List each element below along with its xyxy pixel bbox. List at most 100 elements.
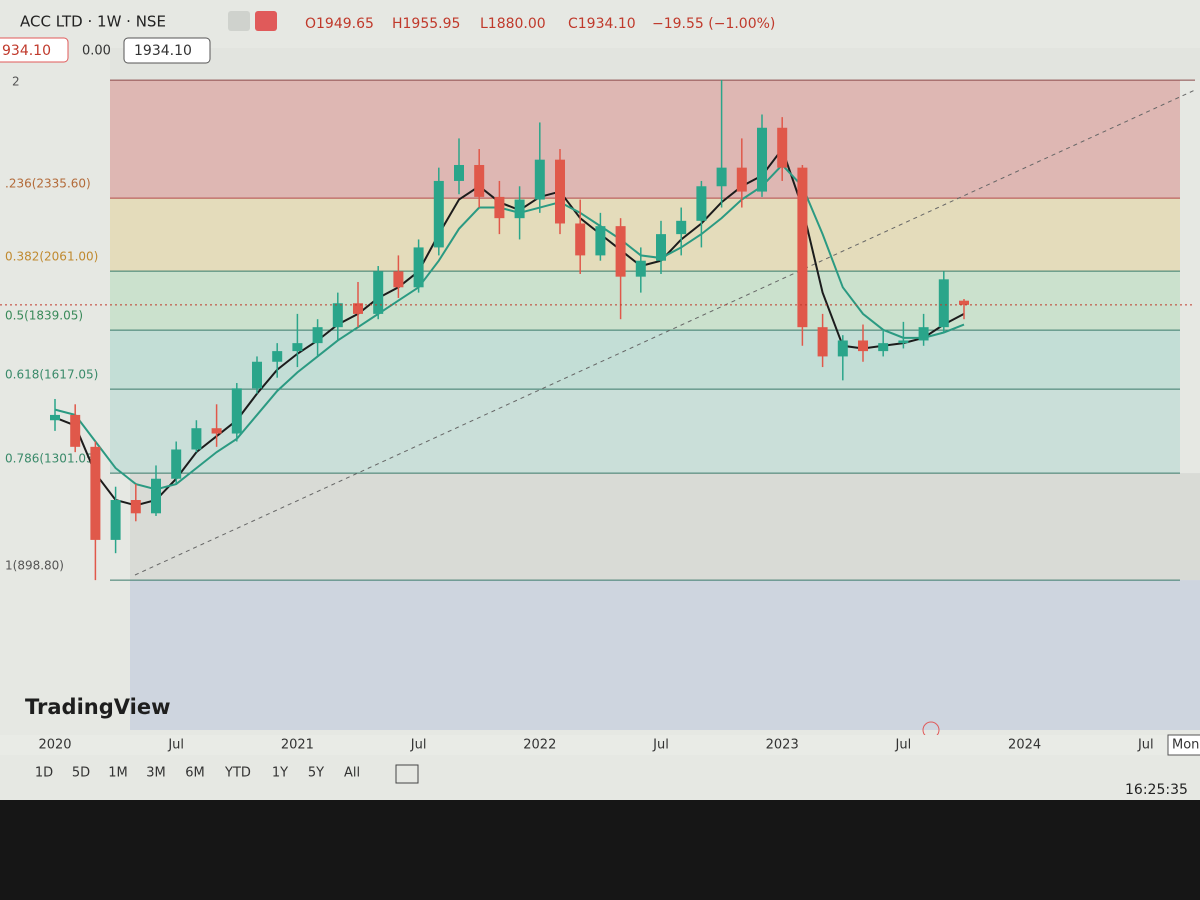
range-button[interactable]: 1D (35, 766, 53, 781)
candle-body (474, 164, 485, 197)
candle-body (757, 127, 767, 192)
trend-line (134, 89, 1196, 576)
candle-body (353, 303, 363, 314)
candle-body (878, 343, 889, 352)
time-label: Jul (652, 738, 669, 753)
candle-body (716, 167, 727, 187)
eye-button[interactable] (228, 11, 250, 31)
candle-body (433, 180, 444, 248)
time-axis (0, 735, 1200, 755)
candle-body (595, 226, 606, 256)
fib-label: .236(2335.60) (5, 177, 91, 191)
candle-body (454, 164, 464, 181)
candle-body (312, 327, 323, 344)
price-box-text: 934.10 (2, 43, 51, 59)
candle-body (858, 340, 868, 352)
range-button[interactable]: 1Y (272, 766, 288, 781)
fib-label: 0.618(1617.05) (5, 368, 98, 382)
range-button[interactable]: 5Y (308, 766, 324, 781)
ui-layer: 2020 Jul 2021 Jul 2022 Jul 2023 Jul 2024 Jul Mon 1D… (0, 734, 1200, 781)
candle-body (413, 247, 424, 288)
candle-body (736, 167, 747, 192)
moving-average (54, 146, 965, 507)
candle-body (110, 500, 121, 540)
candle-body (70, 414, 81, 447)
candle-body (797, 167, 808, 328)
time-label: 2024 (1008, 738, 1041, 753)
candle-body (938, 279, 949, 328)
candle-body (635, 260, 646, 277)
candle-body (332, 303, 343, 328)
candle-body (151, 478, 161, 514)
time-label: 2022 (523, 738, 556, 753)
fib-zone (110, 80, 1180, 199)
zone-top (110, 48, 1200, 81)
fib-zone (110, 330, 1180, 390)
zero-box-text: 0.00 (82, 44, 111, 59)
candle-body (514, 199, 525, 219)
candle-body (191, 428, 202, 450)
time-label: Jul (895, 738, 912, 753)
time-label: 2020 (38, 738, 71, 753)
fib-label: 0.5(1839.05) (5, 309, 83, 323)
candle-body (90, 446, 101, 540)
low-value: L1880.00 (480, 16, 546, 32)
candle-body (676, 220, 687, 235)
candle-body (130, 500, 141, 514)
symbol-title[interactable]: ACC LTD · 1W · NSE (20, 13, 166, 31)
candle-body (696, 186, 707, 221)
date-range-button[interactable] (395, 764, 419, 784)
candle-body (615, 226, 626, 277)
moving-average (54, 163, 965, 491)
range-button[interactable]: 6M (185, 766, 205, 781)
plot-area: .236(2335.60) 0.382(2061.00) 0.5(1839.05) 0… (0, 48, 1200, 730)
candle-body (50, 414, 60, 421)
candle-body (494, 196, 505, 219)
time-label: Jul (167, 738, 184, 753)
candle-body (656, 234, 666, 261)
fib-zone (110, 198, 1180, 272)
price-box (0, 37, 69, 63)
last-box-text: 1934.10 (134, 43, 192, 59)
open-value: O1949.65 (305, 16, 374, 32)
range-button[interactable]: All (344, 766, 360, 781)
candle-body (918, 327, 929, 341)
fib-zone (130, 580, 1200, 730)
candle-body (898, 340, 909, 344)
candle-body (817, 327, 828, 357)
change-value: −19.55 (−1.00%) (652, 16, 775, 32)
candle-body (211, 428, 222, 434)
last-box (123, 37, 211, 64)
monitor-bezel (0, 800, 1200, 900)
range-button[interactable]: YTD (224, 766, 251, 781)
alert-button[interactable] (255, 11, 277, 31)
candle-body (231, 388, 242, 434)
range-button[interactable]: 5D (72, 766, 90, 781)
range-button[interactable]: 1M (108, 766, 128, 781)
fib-label: 1(898.80) (5, 559, 64, 573)
candle-body (171, 449, 182, 479)
high-value: H1955.95 (392, 16, 460, 32)
time-cursor: Mon (1172, 738, 1199, 753)
time-label: Jul (1137, 738, 1154, 753)
time-label: Jul (410, 738, 427, 753)
candle-body (534, 159, 545, 200)
candle-body (292, 343, 303, 352)
candle-body (575, 223, 586, 256)
time-cursor-box (1167, 734, 1200, 756)
fib-label: 0.382(2061.00) (5, 250, 98, 264)
candle-body (837, 340, 848, 357)
clock: 16:25:35 (1125, 782, 1188, 798)
candle-body (555, 159, 565, 224)
candle-body (373, 271, 384, 314)
time-label: 2021 (281, 738, 314, 753)
fib-zone (130, 473, 1200, 581)
candle-body (777, 127, 788, 168)
candle-body (393, 271, 404, 288)
candle-body (252, 361, 262, 389)
time-label: 2023 (766, 738, 799, 753)
range-button[interactable]: 3M (146, 766, 166, 781)
fib-zone (110, 271, 1180, 331)
indicator-count[interactable]: 2 (12, 75, 20, 89)
